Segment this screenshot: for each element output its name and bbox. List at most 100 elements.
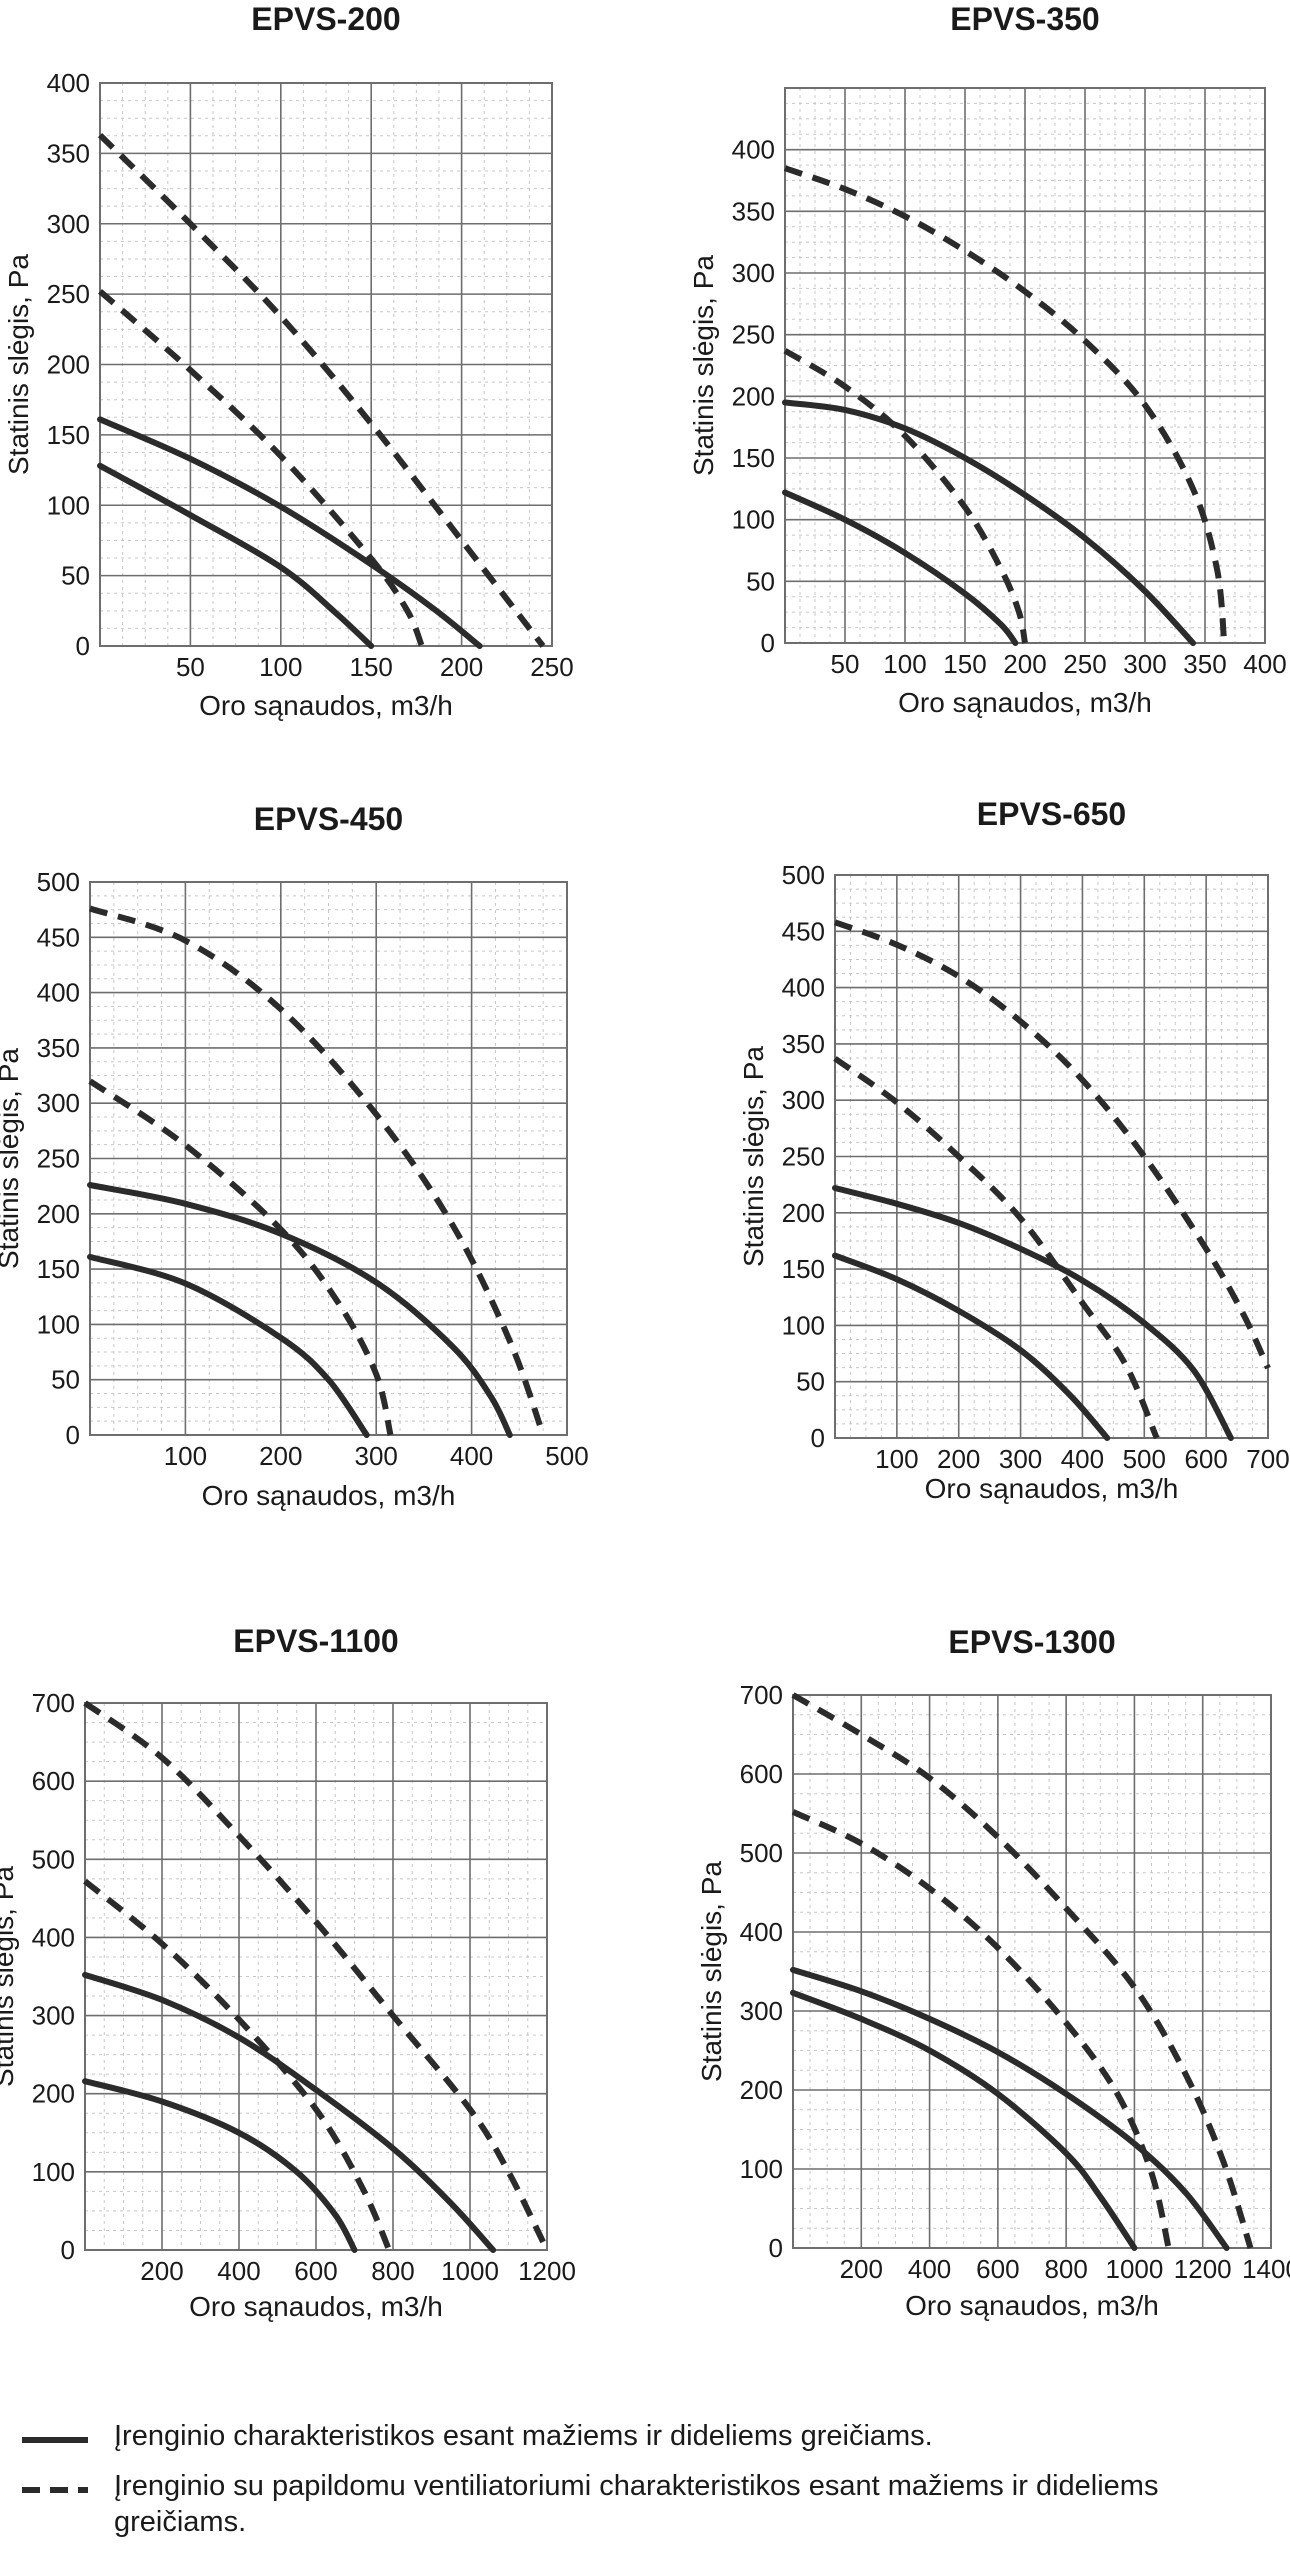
y-axis-label: Statinis slėgis, Pa [3, 254, 34, 475]
x-tick-label: 600 [1184, 1444, 1227, 1474]
solid-curve-1 [832, 1252, 1111, 1441]
solid-line-swatch [22, 2437, 88, 2443]
x-tick-label: 400 [217, 2256, 260, 2286]
charts-canvas: 0 50 100 150 200 250 300 350 400 50 100 150 200 250 EP… [0, 1, 1290, 2322]
chart-epvs-650: 0 50 100 150 200 250 300 350 400 450 500 100 200 300 4… [738, 796, 1290, 1504]
chart-epvs-450: 0 50 100 150 200 250 300 350 400 450 500 100 200 300 4… [0, 801, 589, 1511]
x-tick-label: 500 [545, 1441, 588, 1471]
y-tick-label: 300 [740, 1996, 783, 2026]
y-tick-label: 250 [47, 279, 90, 309]
y-tick-label: 300 [37, 1088, 80, 1118]
y-tick-label: 700 [740, 1680, 783, 1710]
legend: Įrenginio charakteristikos esant mažiems… [20, 2418, 1270, 2546]
x-tick-label: 100 [164, 1441, 207, 1471]
chart-epvs-350: 0 50 100 150 200 250 300 350 400 50 100 150 200 250 30… [688, 1, 1287, 718]
y-tick-label: 350 [782, 1029, 825, 1059]
chart-title: EPVS-450 [254, 801, 403, 837]
legend-item-solid: Įrenginio charakteristikos esant mažiems… [20, 2418, 1270, 2462]
plot-frame [99, 82, 553, 647]
solid-curve-1 [97, 462, 375, 649]
y-tick-label: 100 [732, 505, 775, 535]
x-tick-label: 300 [1123, 649, 1166, 679]
x-tick-label: 250 [1063, 649, 1106, 679]
x-tick-label: 200 [937, 1444, 980, 1474]
dashed-curve-3 [98, 289, 425, 648]
y-tick-label: 250 [782, 1142, 825, 1172]
x-axis-label: Oro sąnaudos, m3/h [925, 1473, 1179, 1504]
x-axis-label: Oro sąnaudos, m3/h [189, 2291, 443, 2322]
x-tick-label: 600 [976, 2254, 1019, 2284]
y-tick-label: 200 [47, 350, 90, 380]
y-tick-label: 300 [782, 1085, 825, 1115]
x-tick-label: 400 [450, 1441, 493, 1471]
y-tick-label: 200 [740, 2075, 783, 2105]
x-tick-label: 500 [1123, 1444, 1166, 1474]
y-tick-label: 200 [37, 1199, 80, 1229]
y-tick-label: 150 [782, 1254, 825, 1284]
y-tick-label: 700 [32, 1688, 75, 1718]
y-tick-label: 100 [32, 2157, 75, 2187]
x-tick-label: 800 [1044, 2254, 1087, 2284]
x-tick-label: 400 [1061, 1444, 1104, 1474]
y-tick-label: 300 [732, 258, 775, 288]
dashed-curve-4 [83, 1700, 546, 2244]
y-tick-label: 150 [732, 443, 775, 473]
solid-curve-1 [82, 2078, 358, 2253]
y-tick-label: 100 [782, 1310, 825, 1340]
y-tick-label: 350 [732, 196, 775, 226]
y-axis-label: Statinis slėgis, Pa [738, 1046, 769, 1267]
y-tick-label: 50 [796, 1367, 825, 1397]
x-tick-label: 200 [259, 1441, 302, 1471]
solid-curve-1 [790, 1989, 1138, 2251]
y-tick-label: 400 [740, 1917, 783, 1947]
dashed-curve-4 [833, 919, 1271, 1370]
y-tick-label: 300 [32, 2001, 75, 2031]
legend-solid-label: Įrenginio charakteristikos esant mažiems… [114, 2420, 933, 2452]
x-axis-label: Oro sąnaudos, m3/h [199, 690, 453, 721]
x-tick-label: 300 [355, 1441, 398, 1471]
plot-frame [89, 881, 568, 1436]
dashed-curve-4 [784, 165, 1228, 644]
y-axis-label: Statinis slėgis, Pa [696, 1861, 727, 2082]
x-tick-label: 50 [831, 649, 860, 679]
chart-epvs-1300: 0 100 200 300 400 500 600 700 200 400 600 800 1000 12… [696, 1624, 1290, 2321]
dashed-curve-4 [97, 132, 546, 648]
x-tick-label: 800 [371, 2256, 414, 2286]
y-tick-label: 500 [740, 1838, 783, 1868]
y-tick-label: 200 [782, 1198, 825, 1228]
x-axis-label: Oro sąnaudos, m3/h [905, 2290, 1159, 2321]
y-tick-label: 500 [782, 860, 825, 890]
x-tick-label: 1000 [441, 2256, 499, 2286]
x-tick-label: 1400 [1242, 2254, 1290, 2284]
y-tick-label: 400 [47, 68, 90, 98]
dashed-curve-3 [783, 348, 1028, 644]
y-tick-label: 0 [66, 1420, 80, 1450]
x-tick-label: 600 [294, 2256, 337, 2286]
chart-title: EPVS-350 [950, 1, 1099, 37]
chart-epvs-200: 0 50 100 150 200 250 300 350 400 50 100 150 200 250 EP… [3, 1, 574, 721]
y-tick-label: 400 [37, 978, 80, 1008]
x-tick-label: 200 [840, 2254, 883, 2284]
y-tick-label: 150 [47, 420, 90, 450]
dashed-curve-4 [89, 905, 546, 1436]
dashed-curve-3 [83, 1878, 392, 2252]
y-tick-label: 400 [32, 1922, 75, 1952]
x-tick-label: 250 [530, 652, 573, 682]
y-tick-label: 400 [732, 135, 775, 165]
x-tick-label: 400 [908, 2254, 951, 2284]
x-tick-label: 700 [1246, 1444, 1289, 1474]
y-tick-label: 50 [746, 566, 775, 596]
chart-title: EPVS-650 [977, 796, 1126, 832]
dashed-line-swatch [22, 2487, 88, 2493]
y-tick-label: 250 [37, 1144, 80, 1174]
fan-curve-charts: 0 50 100 150 200 250 300 350 400 50 100 150 200 250 EP… [0, 1, 1290, 2322]
y-tick-label: 500 [37, 867, 80, 897]
solid-curve-1 [87, 1253, 370, 1438]
y-tick-label: 0 [761, 628, 775, 658]
x-tick-label: 400 [1243, 649, 1286, 679]
x-axis-label: Oro sąnaudos, m3/h [202, 1480, 456, 1511]
y-tick-label: 0 [61, 2235, 75, 2265]
y-tick-label: 450 [782, 916, 825, 946]
solid-curve-2 [832, 1185, 1234, 1441]
y-tick-label: 0 [811, 1423, 825, 1453]
